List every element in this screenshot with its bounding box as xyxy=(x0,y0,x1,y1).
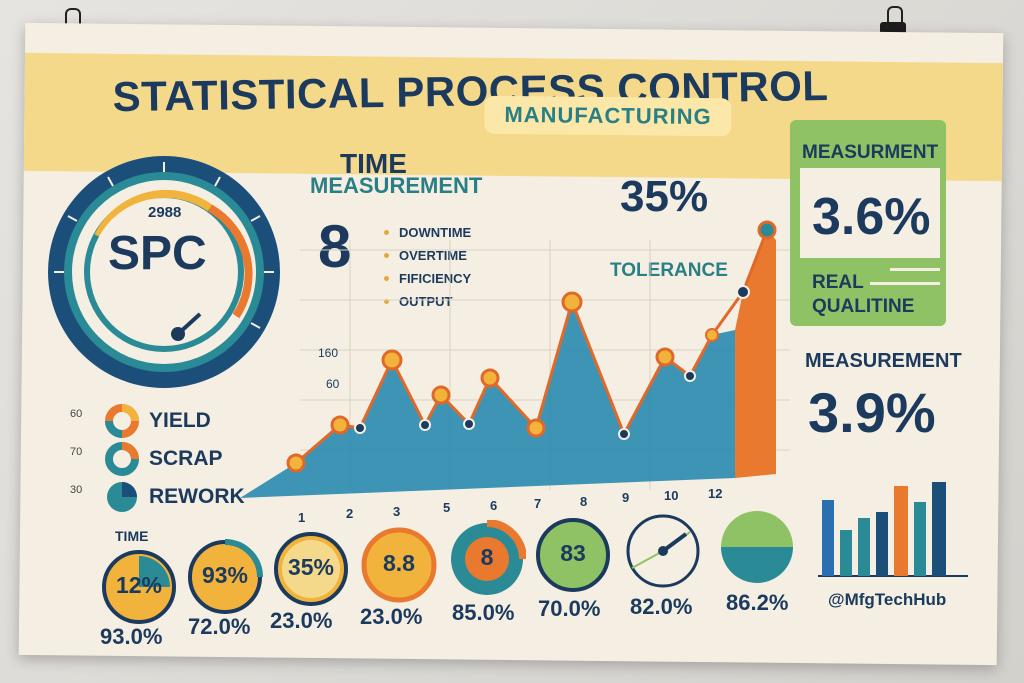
dial-7-gauge-icon xyxy=(626,514,700,588)
dial-5 xyxy=(451,520,526,595)
dial-3-value: 35% xyxy=(287,554,335,580)
measurement-card-value: 3.6% xyxy=(812,188,931,246)
spc-gauge xyxy=(48,156,280,388)
dial-6-caption: 70.0% xyxy=(538,596,601,621)
dial-8-caption: 86.2% xyxy=(726,590,789,615)
dial-6 xyxy=(536,518,610,592)
scrap-donut-icon xyxy=(105,442,139,476)
bullet-item: OUTPUT xyxy=(384,290,471,313)
dial-2 xyxy=(188,539,263,614)
bullet-item: FIFICIENCY xyxy=(384,267,471,290)
dial-7-caption: 82.0% xyxy=(630,594,693,619)
dial-3-caption: 23.0% xyxy=(270,608,333,633)
legend-label: REWORK xyxy=(149,485,245,508)
x-tick-label: 1 xyxy=(298,510,306,525)
x-tick-label: 2 xyxy=(346,506,354,521)
legend-axis-tick: 60 xyxy=(70,408,83,420)
dial-8-pie-icon xyxy=(721,511,793,583)
measurement-card-line1: REAL xyxy=(812,272,864,293)
x-tick-label: 3 xyxy=(393,504,401,519)
legend: YIELD SCRAP REWORK xyxy=(105,402,245,516)
orange-area xyxy=(735,230,776,478)
bottom-time-label: TIME xyxy=(115,528,149,544)
dial-2-value: 93% xyxy=(201,562,249,588)
dial-5-value: 8 xyxy=(480,544,494,570)
teal-area xyxy=(240,302,735,498)
dial-2-caption: 72.0% xyxy=(188,614,251,639)
legend-item-yield: YIELD xyxy=(105,402,245,440)
x-tick-label: 8 xyxy=(580,494,588,509)
time-big-value: 8 xyxy=(318,213,352,280)
x-tick-label: 5 xyxy=(443,500,451,515)
dial-3 xyxy=(274,532,348,606)
social-handle: @MfgTechHub xyxy=(828,590,947,609)
legend-label: YIELD xyxy=(149,409,211,432)
measurement-card-title: MEASURMENT xyxy=(802,142,939,163)
dial-5-caption: 85.0% xyxy=(452,600,515,625)
tolerance-value: 35% xyxy=(620,172,709,221)
measurement2-value: 3.9% xyxy=(808,381,936,444)
dial-1 xyxy=(102,550,176,624)
divider xyxy=(890,268,940,271)
measurement-heading: MEASUREMENT xyxy=(310,173,483,198)
divider xyxy=(870,282,940,285)
legend-item-rework: REWORK xyxy=(105,478,245,516)
legend-axis-tick: 70 xyxy=(70,446,83,458)
time-heading: TIME xyxy=(340,148,407,179)
series-line xyxy=(295,229,769,465)
legend-item-scrap: SCRAP xyxy=(105,440,245,478)
dial-4 xyxy=(361,527,437,603)
mini-bar-chart xyxy=(818,482,968,577)
x-tick-label: 6 xyxy=(490,498,498,513)
bullet-item: DOWNTIME xyxy=(384,221,471,244)
gauge-label: SPC xyxy=(108,227,207,280)
x-tick-label: 7 xyxy=(534,496,542,511)
chart-points xyxy=(286,220,777,473)
y-tick-label: 160 xyxy=(318,346,339,360)
yield-donut-icon xyxy=(105,404,139,438)
dial-1-value: 12% xyxy=(115,572,163,598)
gauge-number: 2988 xyxy=(148,204,182,221)
dial-6-value: 83 xyxy=(560,540,586,566)
dial-1-caption: 93.0% xyxy=(100,624,163,649)
legend-axis-tick: 30 xyxy=(70,484,83,496)
tolerance-label: TOLERANCE xyxy=(610,260,728,281)
legend-label: SCRAP xyxy=(149,447,223,470)
time-bullet-list: DOWNTIME OVERTIME FIFICIENCY OUTPUT xyxy=(384,221,471,313)
measurement-card-inner xyxy=(800,168,940,258)
measurement-card-line2: QUALITINE xyxy=(812,296,915,317)
x-tick-label: 10 xyxy=(664,488,679,503)
measurement2-title: MEASUREMENT xyxy=(805,350,962,372)
dial-4-value: 8.8 xyxy=(383,550,415,576)
y-tick-label: 60 xyxy=(326,377,340,391)
dial-4-caption: 23.0% xyxy=(360,604,423,629)
x-tick-label: 12 xyxy=(708,486,723,501)
x-tick-label: 9 xyxy=(622,490,630,505)
rework-pie-icon xyxy=(107,482,137,512)
